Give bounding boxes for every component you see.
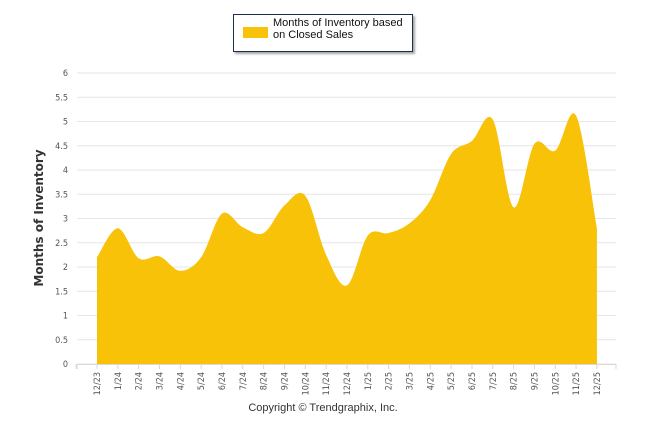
data-point-4/24 (178, 269, 182, 273)
y-tick-label: 0.5 (55, 336, 68, 346)
y-tick-label: 2 (63, 263, 68, 273)
data-point-4/25 (428, 198, 432, 202)
x-tick-label: 10/24 (301, 372, 311, 395)
x-tick-label: 6/24 (218, 372, 228, 390)
data-point-7/25 (491, 118, 495, 122)
x-tick-label: 4/25 (426, 372, 436, 390)
data-point-12/25 (595, 226, 599, 230)
data-point-2/25 (387, 231, 391, 235)
data-point-9/25 (532, 142, 536, 146)
copyright-footer: Copyright © Trendgraphix, Inc. (248, 402, 398, 414)
data-point-1/25 (366, 233, 370, 237)
data-point-10/25 (553, 149, 557, 153)
y-tick-label: 1.5 (55, 287, 68, 297)
y-axis-ticks: 0 0.5 1 1.5 2 2.5 3 3.5 4 4.5 5 5.5 6 (55, 69, 68, 370)
data-point-10/24 (303, 194, 307, 198)
y-tick-label: 4.5 (55, 142, 68, 152)
legend-swatch (243, 27, 268, 38)
x-tick-label: 2/24 (135, 372, 145, 390)
x-tick-label: 7/25 (489, 372, 499, 390)
data-point-1/24 (116, 226, 120, 230)
area-series (95, 113, 599, 364)
legend-label: Months of Inventory based on Closed Sale… (273, 17, 403, 41)
x-tick-label: 3/24 (155, 372, 165, 390)
x-tick-label: 2/25 (385, 372, 395, 390)
data-point-5/25 (449, 152, 453, 156)
data-point-7/24 (241, 225, 245, 229)
x-tick-label: 12/23 (93, 372, 103, 395)
data-point-2/24 (137, 256, 141, 260)
x-tick-label: 11/24 (322, 372, 332, 395)
x-tick-label: 5/25 (447, 372, 457, 390)
x-tick-label: 8/25 (510, 372, 520, 390)
x-tick-label: 11/25 (572, 372, 582, 395)
y-tick-label: 2.5 (55, 239, 68, 249)
data-point-8/24 (262, 231, 266, 235)
y-tick-label: 5 (63, 118, 68, 128)
x-tick-label: 6/25 (468, 372, 478, 390)
area-fill (97, 113, 597, 364)
data-point-5/24 (199, 255, 203, 259)
x-axis-ticks: 12/23 1/24 2/24 3/24 4/24 5/24 6/24 7/24 8/24 9/2… (93, 372, 603, 395)
x-tick-label: 1/24 (114, 372, 124, 390)
x-tick-label: 12/25 (593, 372, 603, 395)
y-tick-label: 3.5 (55, 190, 68, 200)
data-point-6/24 (220, 212, 224, 216)
x-tick-label: 3/25 (405, 372, 415, 390)
x-tick-label: 4/24 (176, 372, 186, 390)
x-tick-label: 12/24 (343, 372, 353, 395)
data-point-6/25 (470, 139, 474, 143)
legend: Months of Inventory based on Closed Sale… (233, 14, 413, 52)
x-tick-label: 1/25 (364, 372, 374, 390)
y-tick-label: 0 (63, 360, 68, 370)
x-tick-label: 7/24 (239, 372, 249, 390)
y-tick-label: 1 (63, 312, 68, 322)
data-point-11/25 (574, 114, 578, 118)
data-point-12/24 (345, 283, 349, 287)
x-tick-label: 8/24 (260, 372, 270, 390)
data-point-3/25 (407, 221, 411, 225)
x-tick-label: 9/25 (530, 372, 540, 390)
x-tick-label: 9/24 (280, 372, 290, 390)
data-point-3/24 (157, 254, 161, 258)
data-point-9/24 (282, 203, 286, 207)
y-tick-label: 3 (63, 215, 68, 225)
x-tick-label: 10/25 (551, 372, 561, 395)
data-point-12/23 (95, 255, 99, 259)
y-tick-label: 4 (63, 166, 68, 176)
y-tick-label: 6 (63, 69, 68, 79)
data-point-11/24 (324, 253, 328, 257)
y-tick-label: 5.5 (55, 93, 68, 103)
y-axis-title: Months of Inventory (32, 149, 46, 286)
x-tick-label: 5/24 (197, 372, 207, 390)
axes (75, 364, 617, 369)
data-point-8/25 (512, 205, 516, 209)
